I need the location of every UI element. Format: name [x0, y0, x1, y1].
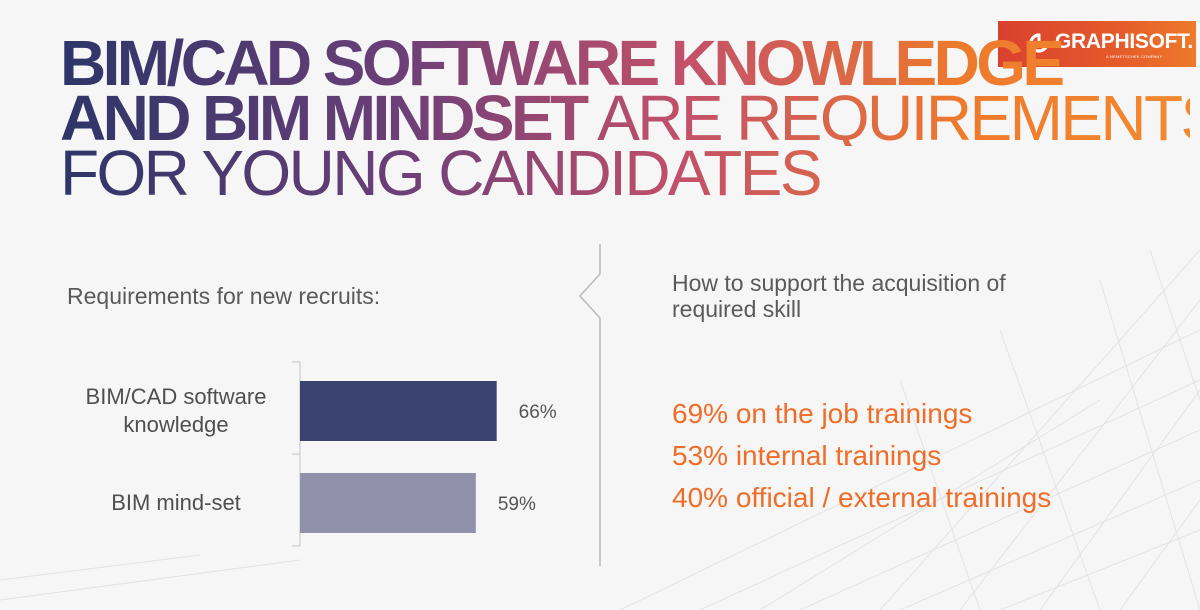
support-stat-1: 69% on the job trainings — [672, 398, 973, 429]
bar-value-label-1: 66% — [519, 402, 557, 423]
headline-line-3: FOR YOUNG CANDIDATES — [60, 141, 1190, 205]
support-title: How to support the acquisition of requir… — [672, 270, 1006, 322]
graphisoft-swirl-icon — [1029, 33, 1049, 53]
chart-title: Requirements for new recruits: — [67, 283, 381, 309]
support-stat-2: 53% internal trainings — [672, 440, 942, 471]
category-label-1: BIM/CAD software knowledge — [86, 384, 267, 437]
section-divider — [578, 244, 601, 566]
headline-line-1: BIM/CAD SOFTWARE KNOWLEDGE — [60, 31, 1190, 95]
bar-2 — [300, 473, 476, 533]
category-label-2: BIM mind-set — [111, 490, 241, 515]
logo-subtitle: A NEMETSCHEK COMPANY — [1106, 54, 1162, 59]
graphisoft-logo: GRAPHISOFT. A NEMETSCHEK COMPANY — [998, 21, 1196, 67]
slide-headline: BIM/CAD SOFTWARE KNOWLEDGE AND BIM MINDS… — [60, 31, 1190, 205]
support-stat-3: 40% official / external trainings — [672, 482, 1052, 513]
bar-1 — [300, 381, 497, 441]
logo-wordmark: GRAPHISOFT. — [1055, 30, 1193, 54]
bar-value-label-2: 59% — [498, 494, 536, 515]
support-stats-list: 69% on the job trainings 53% internal tr… — [672, 393, 1051, 519]
